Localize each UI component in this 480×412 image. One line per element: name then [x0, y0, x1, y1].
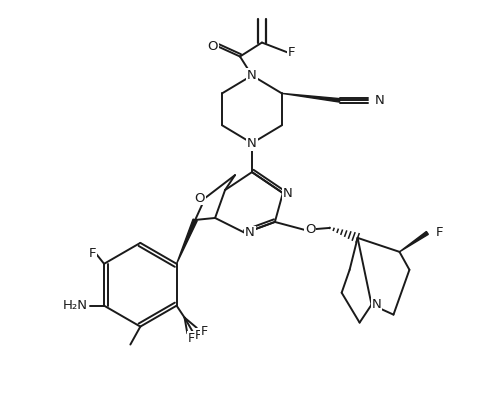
- Text: F: F: [89, 247, 96, 260]
- Polygon shape: [282, 94, 340, 102]
- Text: O: O: [305, 223, 315, 236]
- Text: F: F: [201, 325, 208, 337]
- Text: O: O: [207, 40, 218, 53]
- Text: N: N: [247, 69, 257, 82]
- Text: N: N: [374, 94, 384, 107]
- Text: F: F: [288, 46, 295, 59]
- Text: H₂N: H₂N: [63, 299, 88, 312]
- Text: N: N: [247, 137, 257, 150]
- Text: F: F: [435, 227, 443, 239]
- Polygon shape: [177, 219, 197, 264]
- Text: F: F: [195, 329, 202, 342]
- Text: N: N: [372, 298, 381, 311]
- Text: N: N: [283, 187, 293, 199]
- Text: O: O: [194, 192, 205, 204]
- Text: F: F: [188, 332, 195, 345]
- Polygon shape: [399, 232, 428, 252]
- Text: N: N: [245, 227, 255, 239]
